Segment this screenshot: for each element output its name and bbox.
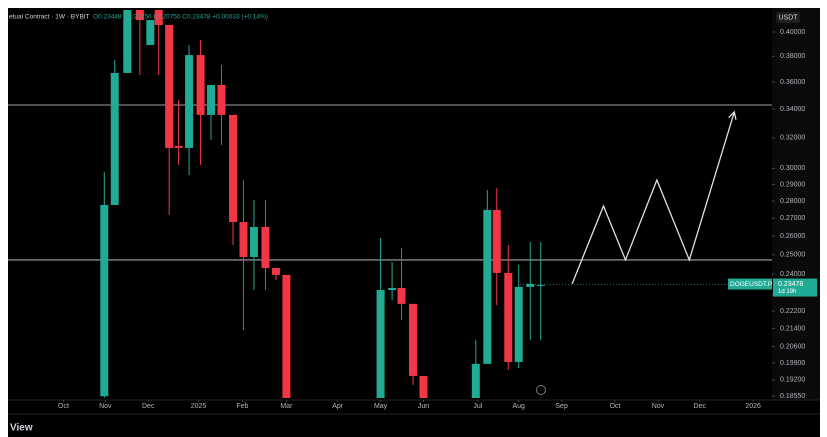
- x-tick-label: Nov: [652, 403, 665, 410]
- candle-body: [196, 55, 205, 115]
- x-tick-label: Dec: [694, 403, 707, 410]
- candle-body: [492, 209, 501, 273]
- x-tick-label: Feb: [236, 403, 248, 410]
- x-tick-label: Sep: [555, 403, 568, 410]
- y-tick-label: 0.25000: [780, 252, 805, 259]
- candle-body: [261, 226, 270, 269]
- ohlc-readout: O0.23448 H0.24250 L0.20750 C0.23478 +0.0…: [93, 14, 268, 21]
- price-axis-background: [772, 8, 820, 400]
- candle-body: [376, 289, 385, 398]
- x-tick-label: Dec: [142, 403, 155, 410]
- x-tick-label: Jul: [473, 403, 482, 410]
- candle-body: [146, 20, 155, 45]
- y-tick-label: 0.22200: [780, 308, 805, 315]
- candle-body: [154, 10, 163, 25]
- candle-body: [526, 283, 535, 287]
- y-tick-label: 0.32000: [780, 135, 805, 142]
- candle-body: [271, 268, 280, 275]
- symbol-badge: [728, 278, 772, 290]
- y-tick-label: 0.36000: [780, 79, 805, 86]
- x-tick-label: Mar: [280, 403, 293, 410]
- x-tick-label: Oct: [610, 403, 621, 410]
- candle-body: [397, 287, 406, 304]
- currency: USDT: [778, 14, 798, 21]
- candle-body: [471, 363, 480, 398]
- candle-body: [185, 55, 194, 148]
- candle-body: [207, 84, 216, 115]
- countdown-label: 1d 19h: [778, 289, 796, 295]
- candle-body: [409, 303, 418, 376]
- x-tick-label: Nov: [99, 403, 112, 410]
- x-tick-label: Oct: [58, 403, 69, 410]
- candle-body: [135, 10, 144, 21]
- x-tick-label: Jun: [418, 403, 429, 410]
- candle-body: [174, 145, 183, 148]
- candle-body: [536, 284, 545, 286]
- y-tick-label: 0.28000: [780, 198, 805, 205]
- y-tick-label: 0.38000: [780, 53, 805, 60]
- x-tick-label: Aug: [512, 403, 525, 410]
- candle-body: [110, 72, 119, 205]
- y-tick-label: 0.21400: [780, 325, 805, 332]
- candle-body: [239, 221, 248, 258]
- projection-path: [571, 111, 735, 285]
- candle-body: [229, 114, 238, 222]
- candle-body: [388, 287, 397, 290]
- chart-header: etual Contract · 1W · BYBIT: [9, 14, 90, 21]
- candle-body: [483, 209, 492, 364]
- candle-body: [165, 24, 174, 148]
- y-tick-label: 0.34000: [780, 106, 805, 113]
- y-tick-label: 0.19200: [780, 377, 805, 384]
- arrow-head: [728, 110, 737, 120]
- y-tick-label: 0.40000: [780, 29, 805, 36]
- candle-body: [100, 204, 109, 397]
- y-tick-label: 0.18550: [780, 393, 805, 400]
- footer-text: View: [10, 423, 33, 434]
- y-tick-label: 0.29000: [780, 181, 805, 188]
- x-tick-label: May: [374, 403, 388, 410]
- candle-body: [217, 84, 226, 115]
- candle-body: [282, 274, 291, 398]
- x-tick-label: Apr: [332, 403, 344, 410]
- y-tick-label: 0.24000: [780, 271, 805, 278]
- candle-body: [504, 272, 513, 362]
- x-tick-label: 2026: [745, 403, 761, 410]
- plot-area: [8, 10, 772, 398]
- y-tick-label: 0.27000: [780, 215, 805, 222]
- price-badge: [773, 278, 817, 297]
- last-price-label: 0.23478: [778, 281, 803, 288]
- y-tick-label: 0.30000: [780, 165, 805, 172]
- y-tick-label: 0.20600: [780, 343, 805, 350]
- y-tick-label: 0.19900: [780, 360, 805, 367]
- x-tick-label: 2025: [191, 403, 207, 410]
- candle-body: [419, 375, 428, 398]
- symbol-label: DOGEUSDT.P: [730, 281, 772, 288]
- candle-body: [123, 10, 132, 73]
- candle-body: [249, 226, 258, 258]
- currency-badge: [776, 12, 800, 23]
- candle-body: [514, 286, 523, 362]
- events-icon[interactable]: [536, 385, 546, 395]
- y-tick-label: 0.26000: [780, 233, 805, 240]
